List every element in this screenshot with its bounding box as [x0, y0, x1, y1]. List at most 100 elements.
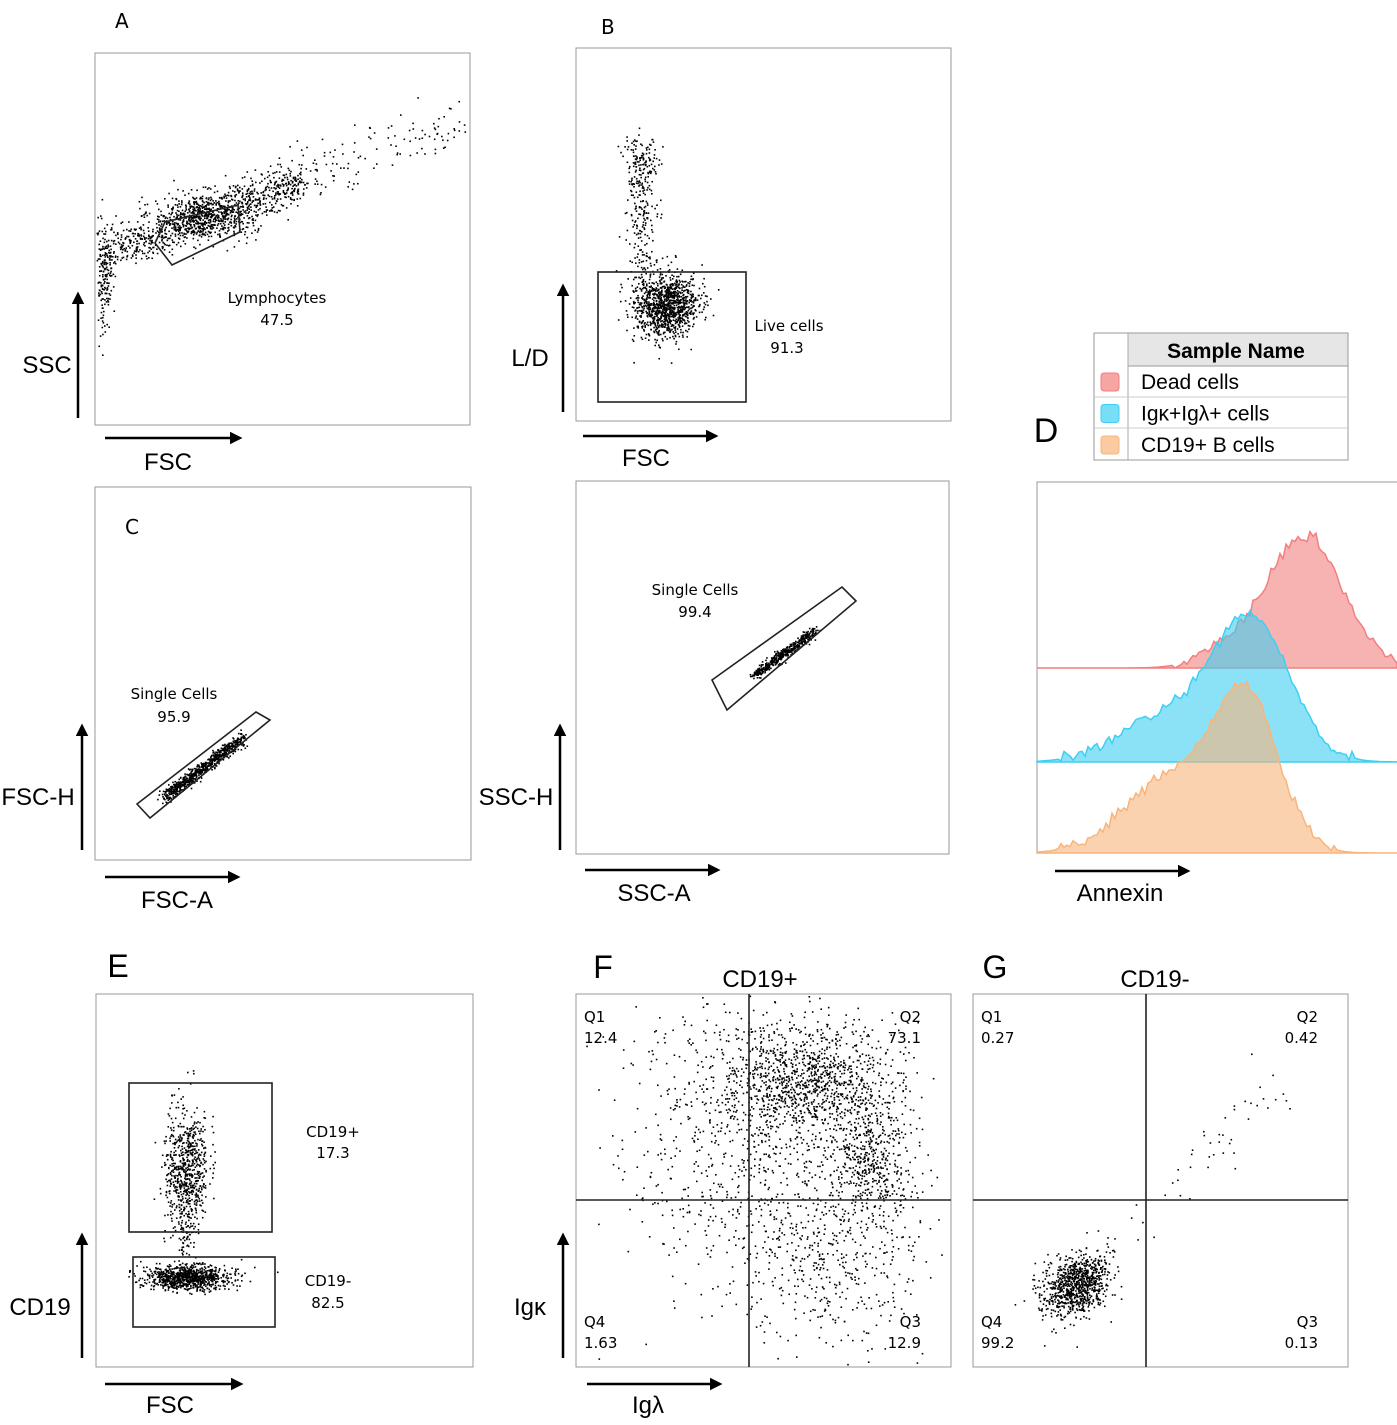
event — [169, 1171, 172, 1174]
event — [193, 1246, 195, 1248]
event — [674, 312, 676, 314]
event — [173, 241, 175, 244]
event — [192, 196, 194, 199]
event — [668, 314, 670, 316]
event — [109, 252, 111, 254]
event — [173, 1190, 175, 1192]
event — [668, 302, 671, 305]
event — [217, 222, 220, 225]
event — [171, 1157, 174, 1159]
event — [236, 212, 239, 214]
event — [190, 1210, 193, 1212]
event — [158, 241, 161, 244]
event — [233, 246, 236, 248]
event — [355, 173, 358, 176]
event — [179, 1188, 182, 1190]
event — [192, 229, 195, 232]
event — [130, 239, 132, 242]
event — [677, 303, 680, 305]
event — [698, 305, 700, 308]
event — [652, 167, 654, 170]
event — [645, 152, 648, 155]
event — [162, 246, 164, 248]
event — [259, 201, 261, 204]
event — [175, 1217, 178, 1219]
event — [160, 210, 162, 213]
event — [210, 225, 213, 227]
event — [683, 305, 685, 308]
event — [175, 1154, 177, 1156]
event — [644, 224, 647, 226]
event — [222, 216, 224, 218]
event — [302, 192, 305, 195]
event — [165, 792, 167, 794]
event — [183, 1134, 185, 1136]
event — [178, 228, 181, 231]
event — [180, 1200, 182, 1202]
event — [266, 185, 269, 188]
event — [632, 165, 635, 168]
event — [174, 787, 177, 790]
event — [643, 330, 645, 332]
event — [627, 146, 630, 148]
event — [185, 225, 188, 227]
event — [662, 314, 664, 317]
event — [186, 1139, 189, 1142]
event — [174, 780, 176, 783]
event — [672, 331, 674, 333]
event — [175, 783, 178, 785]
event — [221, 748, 224, 751]
event — [198, 1200, 201, 1202]
event — [805, 631, 808, 634]
event — [172, 241, 174, 243]
event — [675, 313, 677, 316]
event — [647, 290, 650, 293]
event — [110, 289, 113, 292]
event — [212, 220, 215, 223]
event — [680, 328, 682, 331]
event — [201, 207, 204, 210]
event — [690, 304, 693, 306]
event — [100, 299, 102, 302]
event — [163, 797, 165, 800]
event — [97, 233, 99, 236]
event — [187, 1198, 189, 1201]
event — [793, 650, 796, 653]
event — [414, 137, 417, 139]
event — [240, 737, 242, 740]
event — [290, 170, 292, 173]
event — [236, 740, 239, 743]
event — [165, 1135, 167, 1138]
event — [210, 215, 213, 218]
event — [207, 762, 210, 764]
event — [207, 1279, 209, 1281]
event — [120, 244, 123, 246]
event — [636, 326, 639, 328]
event — [232, 750, 235, 753]
event — [256, 199, 258, 201]
event — [666, 299, 668, 302]
event — [674, 282, 676, 285]
event — [443, 116, 445, 118]
event — [665, 300, 668, 302]
event — [156, 248, 158, 250]
event — [664, 323, 667, 325]
event — [657, 333, 660, 335]
event — [187, 212, 189, 214]
event — [438, 117, 440, 120]
event — [192, 1266, 195, 1269]
event — [180, 782, 183, 784]
event — [145, 237, 148, 239]
event — [640, 206, 642, 209]
event — [641, 321, 643, 324]
event — [245, 226, 248, 228]
event — [297, 189, 299, 191]
event — [152, 230, 154, 233]
event — [652, 293, 654, 295]
event — [167, 790, 169, 792]
event — [681, 334, 684, 337]
event — [136, 248, 138, 250]
event — [799, 640, 801, 643]
event — [681, 325, 684, 327]
event — [659, 291, 661, 293]
